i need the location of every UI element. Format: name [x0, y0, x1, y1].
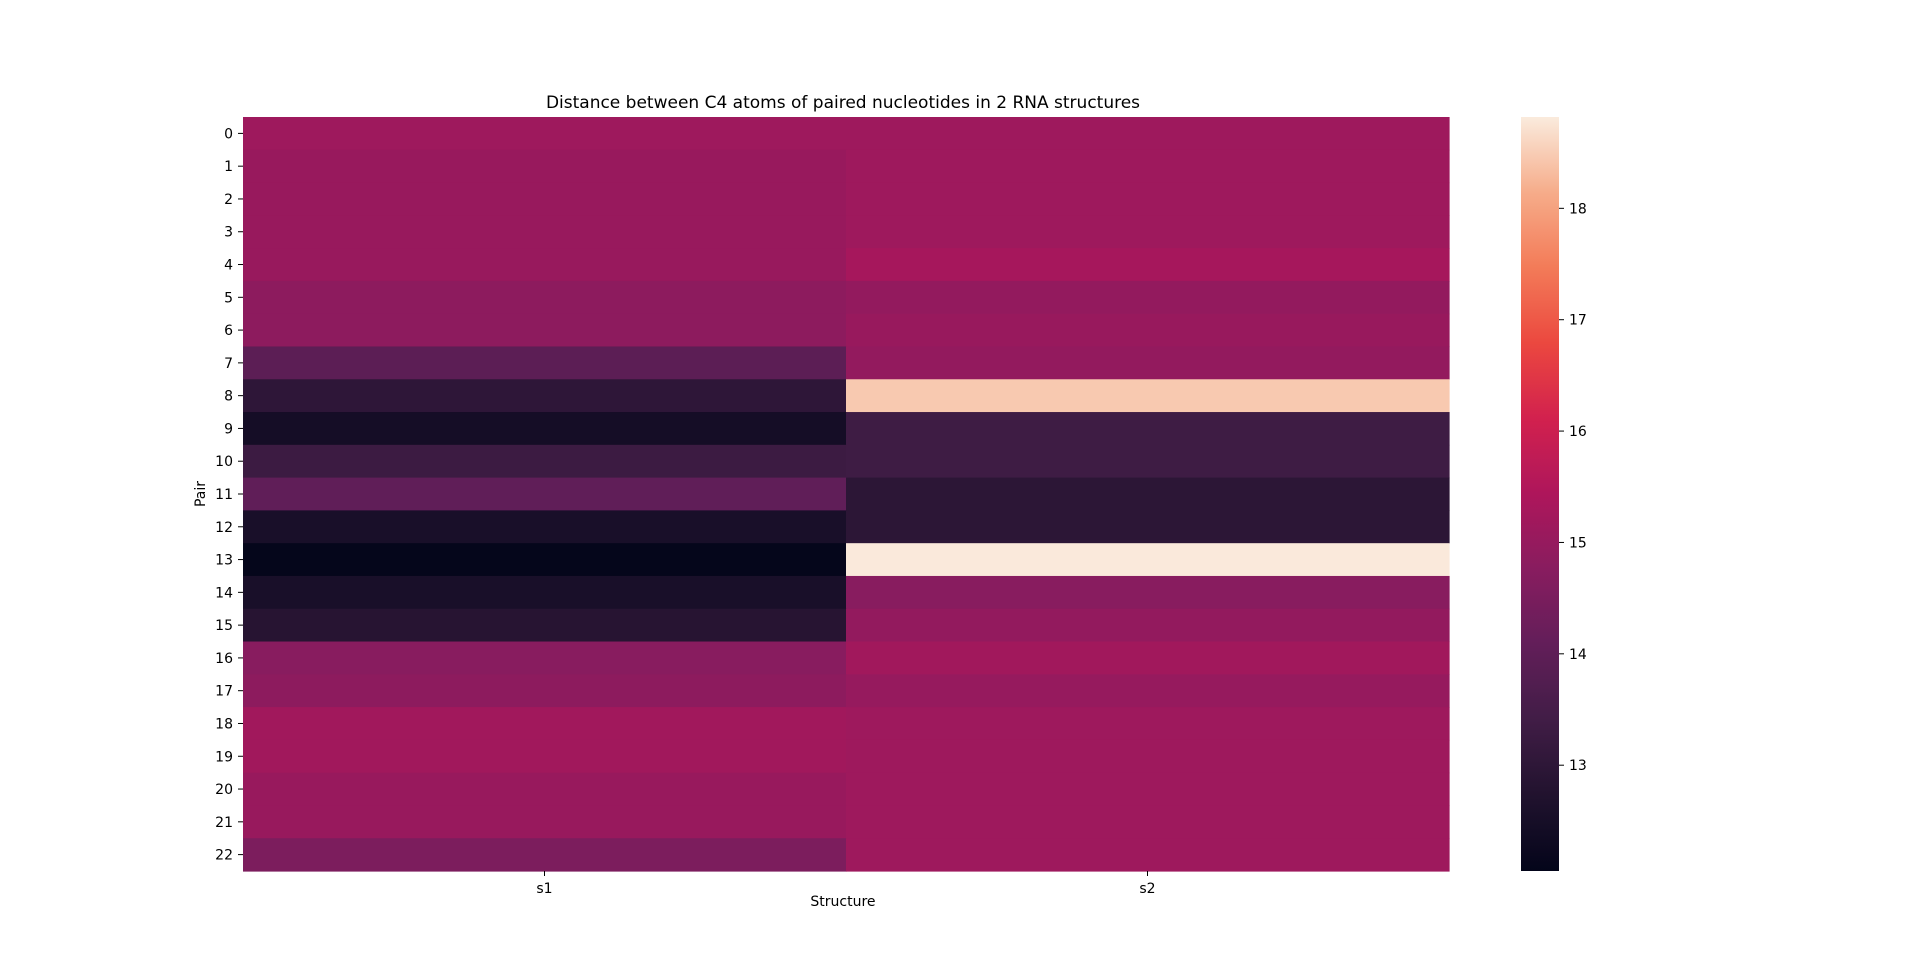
- y-tick-label: 9: [224, 421, 233, 437]
- heatmap-cell: [243, 215, 847, 249]
- heatmap-cell: [243, 838, 847, 872]
- heatmap-cell: [846, 444, 1450, 479]
- y-tick-label: 6: [224, 323, 233, 339]
- y-tick-label: 3: [224, 225, 233, 241]
- heatmap-cell: [846, 641, 1450, 675]
- y-tick-label: 10: [215, 454, 233, 470]
- heatmap-cell: [846, 772, 1450, 807]
- heatmap-cell: [846, 379, 1450, 413]
- heatmap-cell: [243, 674, 847, 708]
- y-tick-label: 12: [215, 520, 233, 536]
- heatmap-cell: [243, 608, 847, 643]
- heatmap-cell: [846, 412, 1450, 446]
- x-axis-ticks: s1 s2: [536, 871, 1156, 897]
- chart-title: Distance between C4 atoms of paired nucl…: [546, 93, 1140, 113]
- colorbar-tick-label: 17: [1569, 313, 1587, 329]
- y-tick-label: 8: [224, 389, 233, 405]
- heatmap-cell: [243, 575, 847, 610]
- heatmap-cell: [846, 477, 1450, 511]
- heatmap-cell: [846, 707, 1450, 741]
- heatmap-cell: [846, 739, 1450, 774]
- heatmap-cell: [243, 641, 847, 675]
- heatmap-cell: [846, 346, 1450, 380]
- heatmap-cell: [243, 477, 847, 511]
- y-tick-label: 17: [215, 684, 233, 700]
- heatmap-cell: [846, 215, 1450, 249]
- heatmap-cell: [243, 280, 847, 315]
- heatmap-cell: [243, 346, 847, 380]
- y-tick-label: 15: [215, 618, 233, 634]
- heatmap-cell: [846, 313, 1450, 348]
- y-axis-label: Pair: [193, 481, 209, 507]
- heatmap-cell: [243, 248, 847, 282]
- heatmap-cell: [243, 772, 847, 807]
- y-tick-label: 19: [215, 749, 233, 765]
- heatmap-cell: [243, 510, 847, 544]
- heatmap-cells: [243, 117, 1450, 872]
- heatmap-cell: [846, 149, 1450, 184]
- y-tick-label: 22: [215, 848, 233, 864]
- heatmap-cell: [846, 280, 1450, 315]
- colorbar-tick-label: 13: [1569, 758, 1587, 774]
- heatmap-cell: [243, 379, 847, 413]
- heatmap-cell: [846, 543, 1450, 577]
- heatmap-cell: [846, 117, 1450, 151]
- colorbar-ticks: 13 14 15 16 17 18: [1559, 201, 1587, 774]
- heatmap-cell: [243, 707, 847, 741]
- heatmap-cell: [846, 182, 1450, 216]
- heatmap-cell: [243, 313, 847, 348]
- colorbar-tick-label: 16: [1569, 424, 1587, 440]
- heatmap-cell: [846, 510, 1450, 544]
- heatmap-cell: [846, 575, 1450, 610]
- y-tick-label: 0: [224, 126, 233, 142]
- colorbar-tick-label: 14: [1569, 647, 1587, 663]
- colorbar: [1521, 117, 1559, 871]
- y-tick-label: 14: [215, 585, 233, 601]
- heatmap-cell: [243, 117, 847, 151]
- heatmap-cell: [243, 149, 847, 184]
- y-tick-label: 4: [224, 258, 233, 274]
- x-tick-label: s1: [536, 881, 552, 897]
- y-tick-label: 7: [224, 356, 233, 372]
- y-tick-label: 5: [224, 290, 233, 306]
- heatmap-cell: [846, 838, 1450, 872]
- y-tick-label: 18: [215, 716, 233, 732]
- y-tick-label: 16: [215, 651, 233, 667]
- colorbar-tick-label: 15: [1569, 535, 1587, 551]
- heatmap-cell: [243, 543, 847, 577]
- heatmap-cell: [243, 444, 847, 479]
- y-tick-label: 20: [215, 782, 233, 798]
- y-tick-label: 2: [224, 192, 233, 208]
- x-axis-label: Structure: [810, 894, 875, 910]
- heatmap-cell: [243, 805, 847, 839]
- y-tick-label: 21: [215, 815, 233, 831]
- heatmap-cell: [243, 739, 847, 774]
- heatmap-cell: [846, 248, 1450, 282]
- heatmap-cell: [846, 674, 1450, 708]
- heatmap-cell: [243, 412, 847, 446]
- y-tick-label: 11: [215, 487, 233, 503]
- heatmap-cell: [846, 805, 1450, 839]
- x-tick-label: s2: [1139, 881, 1155, 897]
- y-tick-label: 13: [215, 553, 233, 569]
- y-tick-label: 1: [224, 159, 233, 175]
- heatmap-cell: [243, 182, 847, 216]
- heatmap-cell: [846, 608, 1450, 643]
- colorbar-tick-label: 18: [1569, 201, 1587, 217]
